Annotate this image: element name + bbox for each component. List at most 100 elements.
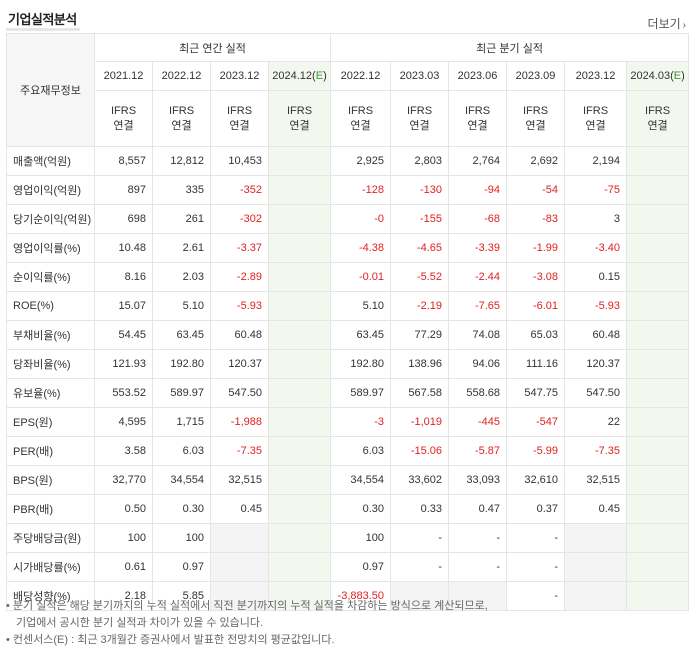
- table-cell: 0.30: [152, 494, 211, 524]
- footnote-quarterly-cont: 기업에서 공시한 분기 실적과 차이가 있을 수 있습니다.: [16, 617, 264, 629]
- table-cell: -: [448, 552, 508, 582]
- table-row: 순이익률(%) 8.16 2.03 -2.89 -0.01 -5.52 -2.44 -3.08…: [6, 262, 690, 292]
- table-cell: 2.03: [152, 262, 211, 292]
- row-label: 부채비율(%): [6, 320, 95, 350]
- table-cell: 32,610: [506, 465, 566, 495]
- table-cell: 3: [564, 204, 628, 234]
- table-cell: [626, 378, 690, 408]
- table-cell: 32,770: [94, 465, 153, 495]
- table-cell: [210, 552, 269, 582]
- row-label: PBR(배): [6, 494, 95, 524]
- table-cell: [267, 523, 332, 553]
- table-cell: 335: [152, 175, 211, 205]
- table-row: 영업이익률(%) 10.48 2.61 -3.37 -4.38 -4.65 -3.39 -1.…: [6, 233, 690, 263]
- table-cell: -130: [390, 175, 450, 205]
- table-cell: 2.61: [152, 233, 211, 263]
- ifrs-label: IFRS 연결: [210, 90, 269, 147]
- table-cell: 10,453: [210, 146, 269, 176]
- table-cell: -3: [330, 407, 392, 437]
- ifrs-text: IFRS: [583, 104, 609, 117]
- table-row: 유보율(%) 553.52 589.97 547.50 589.97 567.58 558.…: [6, 378, 690, 408]
- table-cell: 0.47: [448, 494, 508, 524]
- table-cell: 2,925: [330, 146, 392, 176]
- row-label: PER(배): [6, 436, 95, 466]
- table-cell: 2.18: [94, 581, 153, 611]
- table-cell: [626, 233, 690, 263]
- table-cell: -15.06: [390, 436, 450, 466]
- row-label: 당기순이익(억원): [6, 204, 95, 234]
- table-row: PER(배) 3.58 6.03 -7.35 6.03 -15.06 -5.87 -5.99-…: [6, 436, 690, 466]
- table-cell: -3.40: [564, 233, 628, 263]
- table-cell: [626, 407, 690, 437]
- ifrs-label: IFRS 연결: [390, 90, 450, 147]
- table-cell: [267, 494, 332, 524]
- table-cell: [267, 204, 332, 234]
- table-cell: [267, 320, 332, 350]
- table-cell: 32,515: [564, 465, 628, 495]
- table-cell: [210, 523, 269, 553]
- group-annual: 최근 연간 실적: [93, 33, 332, 62]
- table-cell: -155: [390, 204, 450, 234]
- period-header: 2022.12: [330, 61, 392, 91]
- table-cell: 111.16: [506, 349, 566, 379]
- period-header: 2022.12: [152, 61, 211, 91]
- table-cell: -7.65: [448, 291, 508, 321]
- table-cell: -5.99: [506, 436, 566, 466]
- table-cell: 547.50: [210, 378, 269, 408]
- table-cell: 698: [94, 204, 153, 234]
- table-cell: -4.38: [330, 233, 392, 263]
- table-cell: -68: [448, 204, 508, 234]
- table-cell: 0.97: [330, 552, 392, 582]
- consolidated-text: 연결: [525, 119, 546, 132]
- table-cell: 0.45: [564, 494, 628, 524]
- table-cell: 0.97: [152, 552, 211, 582]
- row-label: 배당성향(%): [6, 581, 95, 611]
- table-cell: 2,194: [564, 146, 628, 176]
- consolidated-text: 연결: [585, 119, 606, 132]
- table-cell: 34,554: [152, 465, 211, 495]
- period-header: 2024.03(E): [626, 61, 690, 91]
- table-cell: [267, 262, 332, 292]
- row-label: 영업이익률(%): [6, 233, 95, 263]
- ifrs-label: IFRS 연결: [506, 90, 566, 147]
- table-cell: [626, 581, 690, 611]
- ifrs-label: IFRS 연결: [94, 90, 153, 147]
- table-cell: -: [506, 552, 566, 582]
- consolidated-text: 연결: [409, 119, 430, 132]
- table-cell: 4,595: [94, 407, 153, 437]
- table-cell: [267, 378, 332, 408]
- financial-table: 주요재무정보 최근 연간 실적 최근 분기 실적 2021.12 2022.12 2…: [6, 33, 690, 611]
- ifrs-text: IFRS: [523, 104, 549, 117]
- table-cell: 567.58: [390, 378, 450, 408]
- more-link[interactable]: 더보기 ›: [648, 15, 686, 32]
- table-row: 영업이익(억원) 897 335 -352 -128 -130 -94 -54 -75: [6, 175, 690, 205]
- ifrs-text: IFRS: [407, 104, 433, 117]
- table-cell: 553.52: [94, 378, 153, 408]
- more-label[interactable]: 더보기: [647, 17, 681, 31]
- section-header: 기업실적분석 더보기 ›: [0, 0, 694, 34]
- table-cell: [626, 146, 690, 176]
- table-cell: -302: [210, 204, 269, 234]
- table-cell: -5.93: [564, 291, 628, 321]
- table-cell: -1.99: [506, 233, 566, 263]
- table-cell: [267, 581, 332, 611]
- table-cell: 3.58: [94, 436, 153, 466]
- table-row: BPS(원) 32,770 34,554 32,515 34,554 33,602 33,0…: [6, 465, 690, 495]
- group-quarterly: 최근 분기 실적: [330, 33, 690, 62]
- table-cell: [267, 146, 332, 176]
- table-cell: 0.15: [564, 262, 628, 292]
- table-cell: -1,019: [390, 407, 450, 437]
- table-cell: [267, 407, 332, 437]
- table-cell: 547.50: [564, 378, 628, 408]
- consolidated-text: 연결: [467, 119, 488, 132]
- table-cell: 0.50: [94, 494, 153, 524]
- title-underline: [6, 28, 80, 31]
- ifrs-text: IFRS: [286, 104, 313, 117]
- table-cell: 63.45: [330, 320, 392, 350]
- table-cell: -0.01: [330, 262, 392, 292]
- table-cell: 138.96: [390, 349, 450, 379]
- table-cell: [267, 175, 332, 205]
- ifrs-label: IFRS 연결: [330, 90, 392, 147]
- ifrs-text: IFRS: [348, 104, 374, 117]
- table-cell: 5.85: [152, 581, 211, 611]
